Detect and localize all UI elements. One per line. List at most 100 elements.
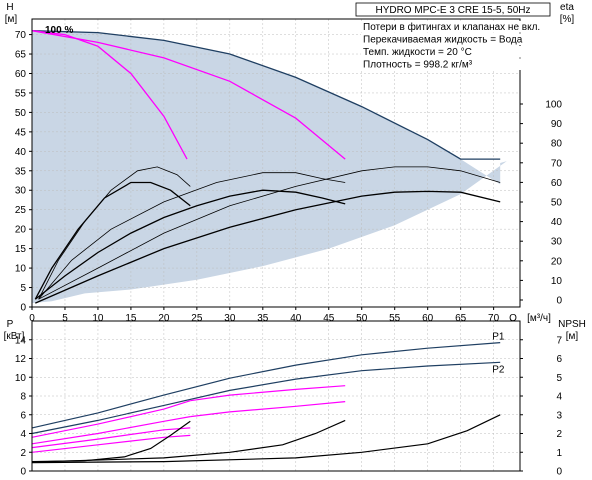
- chart-note: Перекачиваемая жидкость = Вода: [363, 35, 523, 46]
- series-line-6: [190, 385, 346, 402]
- series-line-1: [31, 361, 501, 435]
- title-box: [355, 2, 551, 17]
- y-tick-label: 12: [15, 354, 27, 365]
- y2-tick-label: 100: [545, 100, 562, 111]
- y2-tick-label: 7: [556, 335, 562, 346]
- operating-area: [32, 30, 507, 304]
- y-tick-label: 35: [15, 166, 27, 177]
- y-tick-label: 20: [15, 225, 27, 236]
- note-bg: [361, 46, 547, 58]
- x-tick-label: 65: [455, 313, 467, 324]
- series-line-3: [31, 416, 191, 445]
- y-axis-unit: [м]: [5, 14, 18, 25]
- y2-tick-label: 0: [556, 296, 562, 307]
- y-tick-label: 0: [20, 467, 26, 478]
- y2-tick-label: 80: [551, 139, 563, 150]
- y-tick-label: 30: [15, 186, 27, 197]
- y-tick-label: 4: [20, 429, 26, 440]
- series-line-0: [31, 342, 501, 429]
- series-line-7: [38, 172, 346, 300]
- y-tick-label: 65: [15, 50, 27, 61]
- chart-title: HYDRO MPC-E 3 CRE 15-5, 50Hz: [375, 5, 530, 16]
- x-tick-label: 35: [257, 313, 269, 324]
- x-tick-label: 55: [389, 313, 401, 324]
- x-tick-label: 0: [29, 313, 35, 324]
- y2-tick-label: 60: [551, 178, 563, 189]
- x-axis-label: Q: [509, 313, 517, 324]
- series-line-0: [31, 30, 501, 160]
- y-tick-label: 6: [20, 410, 26, 421]
- note-bg: [361, 58, 547, 70]
- y2-tick-label: 40: [551, 217, 563, 228]
- y2-tick-label: 4: [556, 392, 562, 403]
- y-tick-label: 10: [15, 264, 27, 275]
- chart-note: Темп. жидкости = 20 °C: [363, 47, 472, 58]
- chart-note: Потери в фитингах и клапанах не вкл.: [363, 21, 540, 33]
- x-tick-label: 45: [323, 313, 335, 324]
- y2-tick-label: 70: [551, 158, 563, 169]
- series-label-p2: P2: [492, 364, 505, 375]
- y2-tick-label: 0: [556, 467, 562, 478]
- x-tick-label: 25: [191, 313, 203, 324]
- percent-label: 100 %: [45, 25, 73, 36]
- y-tick-label: 15: [15, 244, 27, 255]
- y-tick-label: 2: [20, 448, 26, 459]
- series-line-7: [190, 401, 346, 418]
- y2-tick-label: 30: [551, 237, 563, 248]
- x-tick-label: 10: [92, 313, 104, 324]
- x-tick-label: 5: [62, 313, 68, 324]
- y2-tick-label: 10: [551, 276, 563, 287]
- y-tick-label: 45: [15, 127, 27, 138]
- series-label-p1: P1: [492, 332, 505, 343]
- x-tick-label: 70: [488, 313, 500, 324]
- x-axis-unit: [м³/ч]: [527, 313, 551, 324]
- series-line-5: [31, 434, 191, 453]
- y-tick-label: 60: [15, 69, 27, 80]
- x-tick-label: 15: [125, 313, 137, 324]
- y2-tick-label: 2: [556, 429, 562, 440]
- series-line-8: [38, 166, 501, 300]
- series-line-4: [31, 427, 191, 449]
- series-line-1: [31, 30, 188, 160]
- y-axis-label: H: [6, 2, 13, 13]
- y2-axis-label: NPSH: [558, 319, 586, 330]
- y-tick-label: 5: [20, 283, 26, 294]
- y2-tick-label: 5: [556, 373, 562, 384]
- y-tick-label: 55: [15, 88, 27, 99]
- y2-tick-label: 1: [556, 448, 562, 459]
- y-tick-label: 50: [15, 108, 27, 119]
- y2-tick-label: 3: [556, 410, 562, 421]
- y-tick-label: 10: [15, 373, 27, 384]
- series-line-2: [31, 30, 346, 160]
- note-bg: [361, 21, 547, 33]
- x-tick-label: 30: [224, 313, 236, 324]
- x-tick-label: 50: [356, 313, 368, 324]
- y-tick-label: 8: [20, 392, 26, 403]
- series-line-3: [34, 181, 191, 300]
- x-tick-label: 60: [422, 313, 434, 324]
- y-tick-label: 40: [15, 147, 27, 158]
- y-axis-unit: [кВт]: [4, 331, 25, 342]
- y2-tick-label: 50: [551, 198, 563, 209]
- x-tick-label: 40: [290, 313, 302, 324]
- series-line-5: [35, 190, 501, 304]
- head-efficiency-plot: 0 5 10 15 20 25 30 35 40 45 50 55 60 65 70 0 5 10 15 20 25 30…: [5, 2, 575, 324]
- y2-tick-label: 6: [556, 354, 562, 365]
- y-tick-label: 14: [15, 335, 27, 346]
- y-tick-label: 25: [15, 205, 27, 216]
- y2-axis-unit: [%]: [560, 14, 575, 25]
- y2-axis-unit: [м]: [566, 331, 579, 342]
- y-tick-label: 70: [15, 30, 27, 41]
- y2-tick-label: 90: [551, 119, 563, 130]
- series-line-2: [31, 400, 191, 438]
- series-line-10: [31, 414, 501, 464]
- y-axis-label: P: [7, 319, 14, 330]
- x-tick-label: 20: [158, 313, 170, 324]
- y-tick-label: 0: [20, 303, 26, 314]
- series-line-9: [31, 419, 346, 463]
- y2-axis-label: eta: [560, 2, 574, 13]
- y2-tick-label: 20: [551, 256, 563, 267]
- chart-note: Плотность = 998.2 кг/м³: [363, 60, 473, 71]
- note-bg: [361, 33, 547, 45]
